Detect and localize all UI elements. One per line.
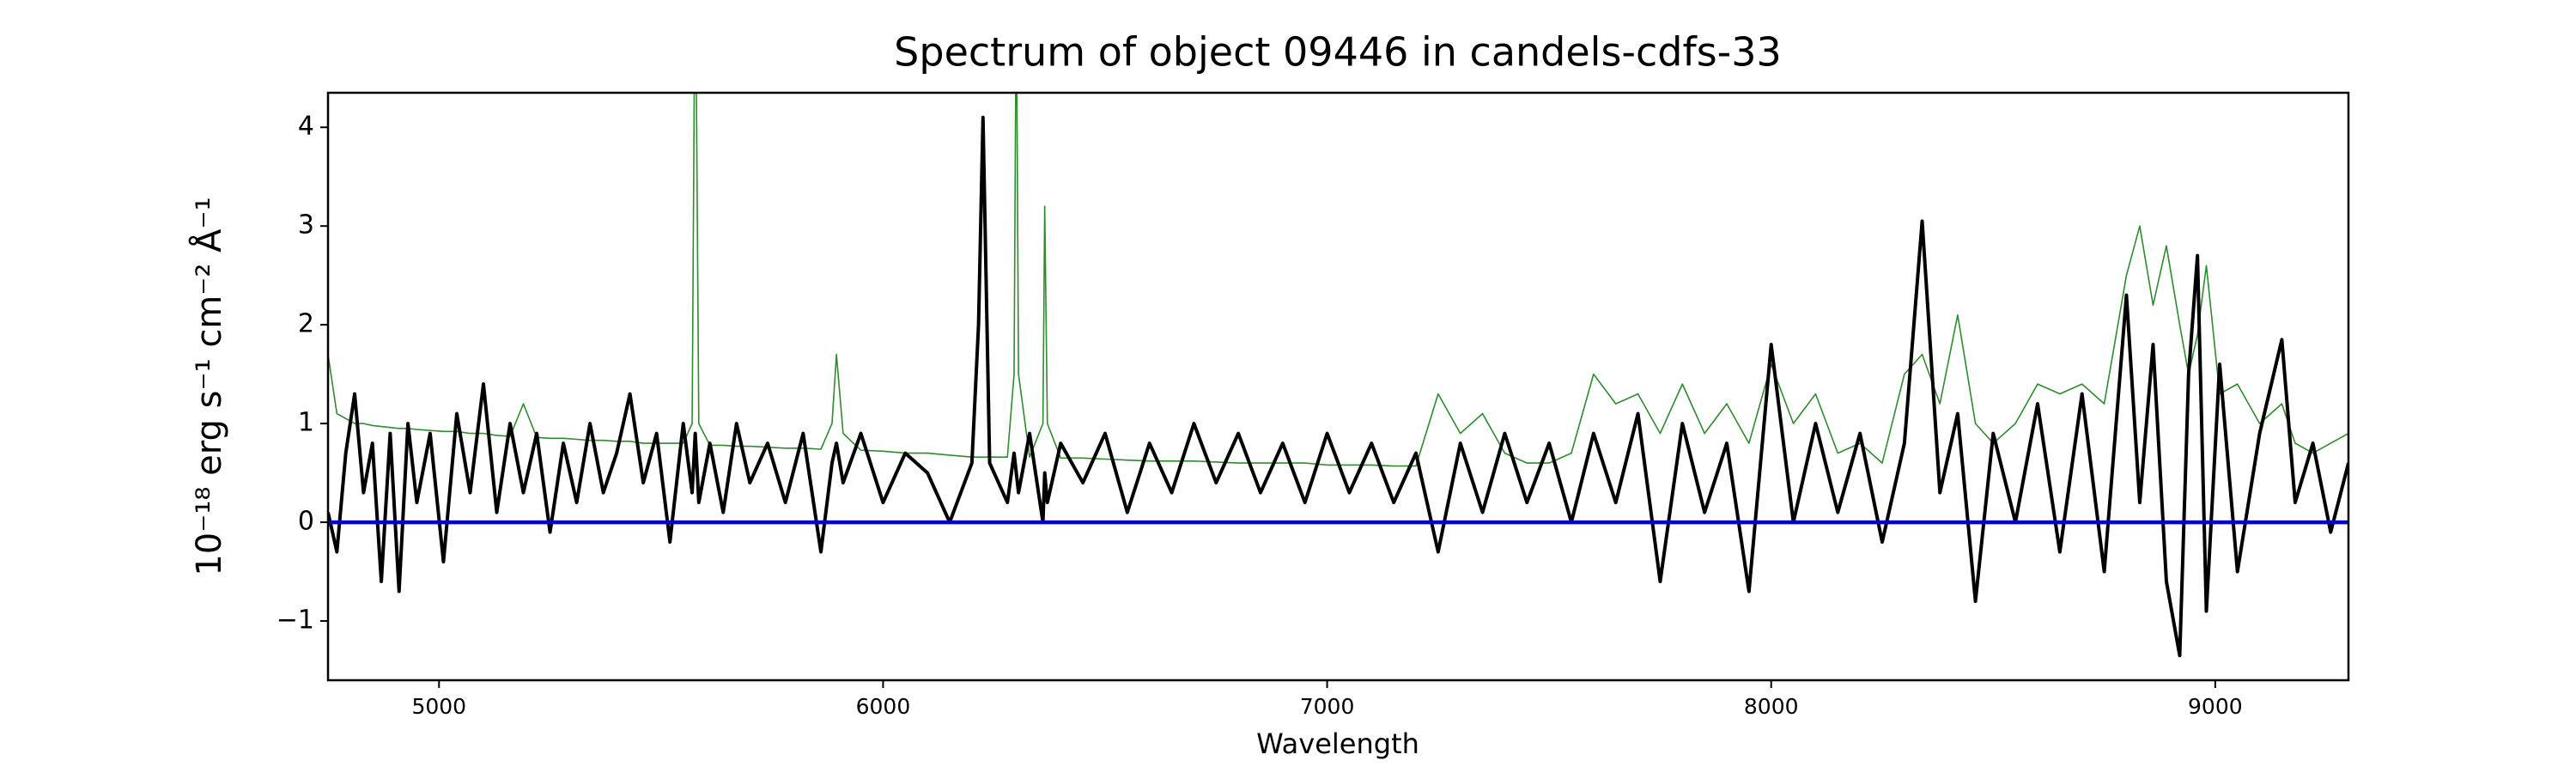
y-tick-label: 0 [298,507,314,537]
y-tick-label: 1 [298,408,314,438]
x-tick-label: 7000 [1300,694,1355,719]
y-axis-label: 10⁻¹⁸ erg s⁻¹ cm⁻² Å⁻¹ [188,197,229,575]
chart-title: Spectrum of object 09446 in candels-cdfs… [894,29,1782,76]
x-tick-label: 5000 [411,694,466,719]
y-tick-label: −1 [276,606,314,636]
x-tick-label: 8000 [1744,694,1799,719]
spectrum-line [328,115,2348,658]
x-axis-label: Wavelength [1256,727,1419,760]
y-tick-label: 4 [298,112,314,142]
x-tick-label: 6000 [856,694,911,719]
plot-frame [326,91,2350,682]
plot-lines [328,93,2348,658]
y-tick-label: 3 [298,210,314,240]
y-tick-label: 2 [298,309,314,339]
x-tick-label: 9000 [2188,694,2243,719]
